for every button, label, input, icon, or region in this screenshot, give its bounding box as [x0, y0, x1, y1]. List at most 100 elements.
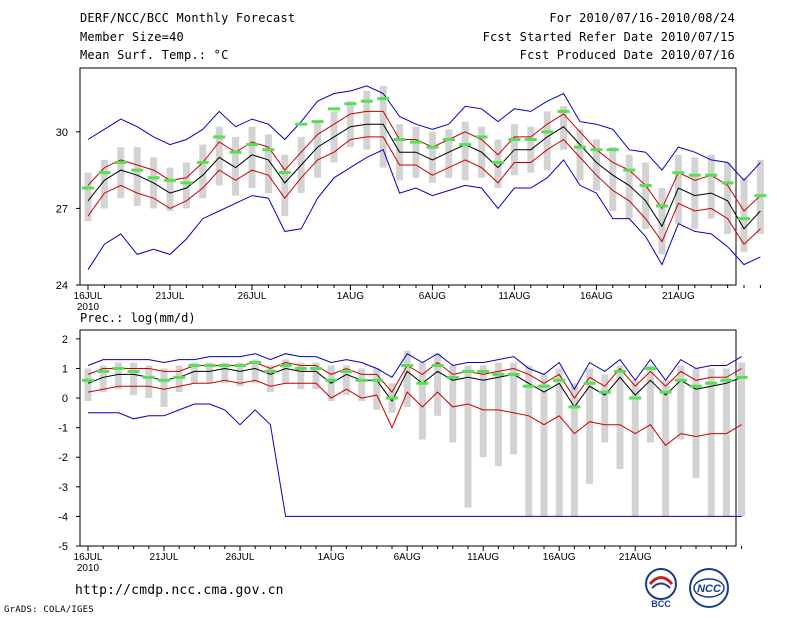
- member-median-mark: [311, 120, 324, 124]
- member-range-box: [363, 90, 371, 150]
- ncc-logo-icon: NCC: [689, 568, 729, 608]
- x-tick-label: 11AUG: [467, 552, 499, 563]
- member-median-mark: [639, 183, 652, 187]
- member-range-box: [282, 359, 290, 384]
- member-range-box: [314, 121, 322, 178]
- member-median-mark: [393, 137, 406, 141]
- x-tick-label: 21AUG: [662, 291, 695, 302]
- member-median-mark: [442, 137, 455, 141]
- member-range-box: [525, 365, 533, 517]
- member-median-mark: [557, 109, 570, 113]
- member-range-box: [130, 362, 138, 396]
- member-range-box: [434, 353, 442, 416]
- member-median-mark: [173, 375, 186, 379]
- member-median-mark: [264, 369, 277, 373]
- member-range-box: [346, 101, 354, 148]
- member-median-mark: [218, 364, 231, 368]
- x-tick-label: 6AUG: [419, 291, 446, 302]
- member-median-mark: [598, 390, 611, 394]
- member-range-box: [576, 129, 584, 181]
- x-tick-label: 1AUG: [337, 291, 364, 302]
- member-median-mark: [416, 381, 429, 385]
- member-range-box: [662, 380, 670, 517]
- member-median-mark: [656, 204, 668, 208]
- member-median-mark: [522, 384, 535, 388]
- chart-title: DERF/NCC/BCC Monthly Forecast: [80, 11, 296, 25]
- member-median-mark: [738, 217, 750, 221]
- envelope-max-line: [87, 353, 742, 391]
- envelope-min-line: [87, 149, 761, 270]
- member-median-mark: [229, 150, 242, 154]
- member-median-mark: [262, 148, 275, 152]
- fcst-started-label: Fcst Started Refer Date 2010/07/15: [482, 30, 735, 44]
- member-median-mark: [142, 375, 155, 379]
- member-range-box: [555, 368, 563, 517]
- member-range-box: [586, 368, 594, 484]
- member-median-mark: [690, 384, 702, 388]
- member-range-box: [592, 139, 600, 191]
- member-median-mark: [674, 378, 687, 382]
- member-median-mark: [492, 372, 505, 376]
- panel-title: Prec.: log(mm/d): [80, 311, 196, 325]
- member-median-mark: [524, 137, 537, 141]
- y-tick-label: 27: [56, 203, 68, 215]
- spread-lower-line: [87, 379, 742, 447]
- member-median-mark: [370, 378, 383, 382]
- member-median-mark: [180, 181, 193, 185]
- member-range-box: [642, 162, 650, 229]
- member-range-box: [236, 362, 244, 387]
- member-median-mark: [606, 148, 619, 152]
- member-median-mark: [672, 171, 685, 175]
- member-range-box: [445, 129, 453, 178]
- member-median-mark: [541, 130, 554, 134]
- x-tick-label: 1AUG: [318, 552, 345, 563]
- x-tick-label: 21JUL: [156, 291, 185, 302]
- ensemble-mean-line: [87, 367, 742, 408]
- member-range-box: [403, 350, 411, 407]
- member-median-mark: [234, 364, 246, 368]
- member-range-box: [691, 157, 699, 229]
- footer-url[interactable]: http://cmdp.ncc.cma.gov.cn: [75, 583, 284, 598]
- x-tick-label: 26JUL: [226, 552, 255, 563]
- x-year-label: 2010: [77, 563, 100, 574]
- member-range-box: [707, 368, 715, 517]
- y-tick-label: -2: [58, 452, 68, 464]
- member-range-box: [206, 362, 214, 384]
- member-range-box: [373, 368, 381, 410]
- member-range-box: [84, 368, 92, 402]
- x-tick-label: 16JUL: [74, 552, 103, 563]
- member-median-mark: [721, 181, 734, 185]
- member-range-box: [358, 368, 366, 402]
- member-range-box: [646, 365, 654, 443]
- x-tick-label: 16AUG: [543, 552, 576, 563]
- member-range-box: [281, 154, 289, 217]
- member-range-box: [312, 362, 320, 390]
- x-tick-label: 16AUG: [580, 291, 613, 302]
- member-median-mark: [325, 378, 338, 382]
- member-range-box: [266, 365, 274, 393]
- member-range-box: [100, 159, 108, 209]
- x-year-label: 2010: [77, 302, 100, 313]
- bcc-logo-icon: BCC: [645, 568, 677, 609]
- member-range-box: [494, 362, 502, 467]
- member-median-mark: [188, 364, 201, 368]
- envelope-min-line: [88, 403, 742, 517]
- member-range-box: [543, 111, 551, 171]
- member-median-mark: [196, 160, 209, 164]
- member-median-mark: [328, 107, 340, 111]
- member-median-mark: [507, 372, 520, 376]
- member-median-mark: [623, 168, 636, 172]
- y-tick-label: 24: [56, 280, 68, 292]
- member-median-mark: [720, 378, 733, 382]
- member-median-mark: [583, 381, 596, 385]
- bcc-logo-text: BCC: [651, 599, 671, 609]
- member-median-mark: [158, 378, 170, 382]
- x-tick-label: 21JUL: [150, 552, 179, 563]
- member-median-mark: [553, 378, 566, 382]
- member-median-mark: [278, 171, 291, 175]
- variable-label: Mean Surf. Temp.: °C: [80, 48, 229, 62]
- x-tick-label: 16JUL: [74, 291, 103, 302]
- y-tick-label: 30: [56, 127, 68, 139]
- member-range-box: [199, 144, 207, 199]
